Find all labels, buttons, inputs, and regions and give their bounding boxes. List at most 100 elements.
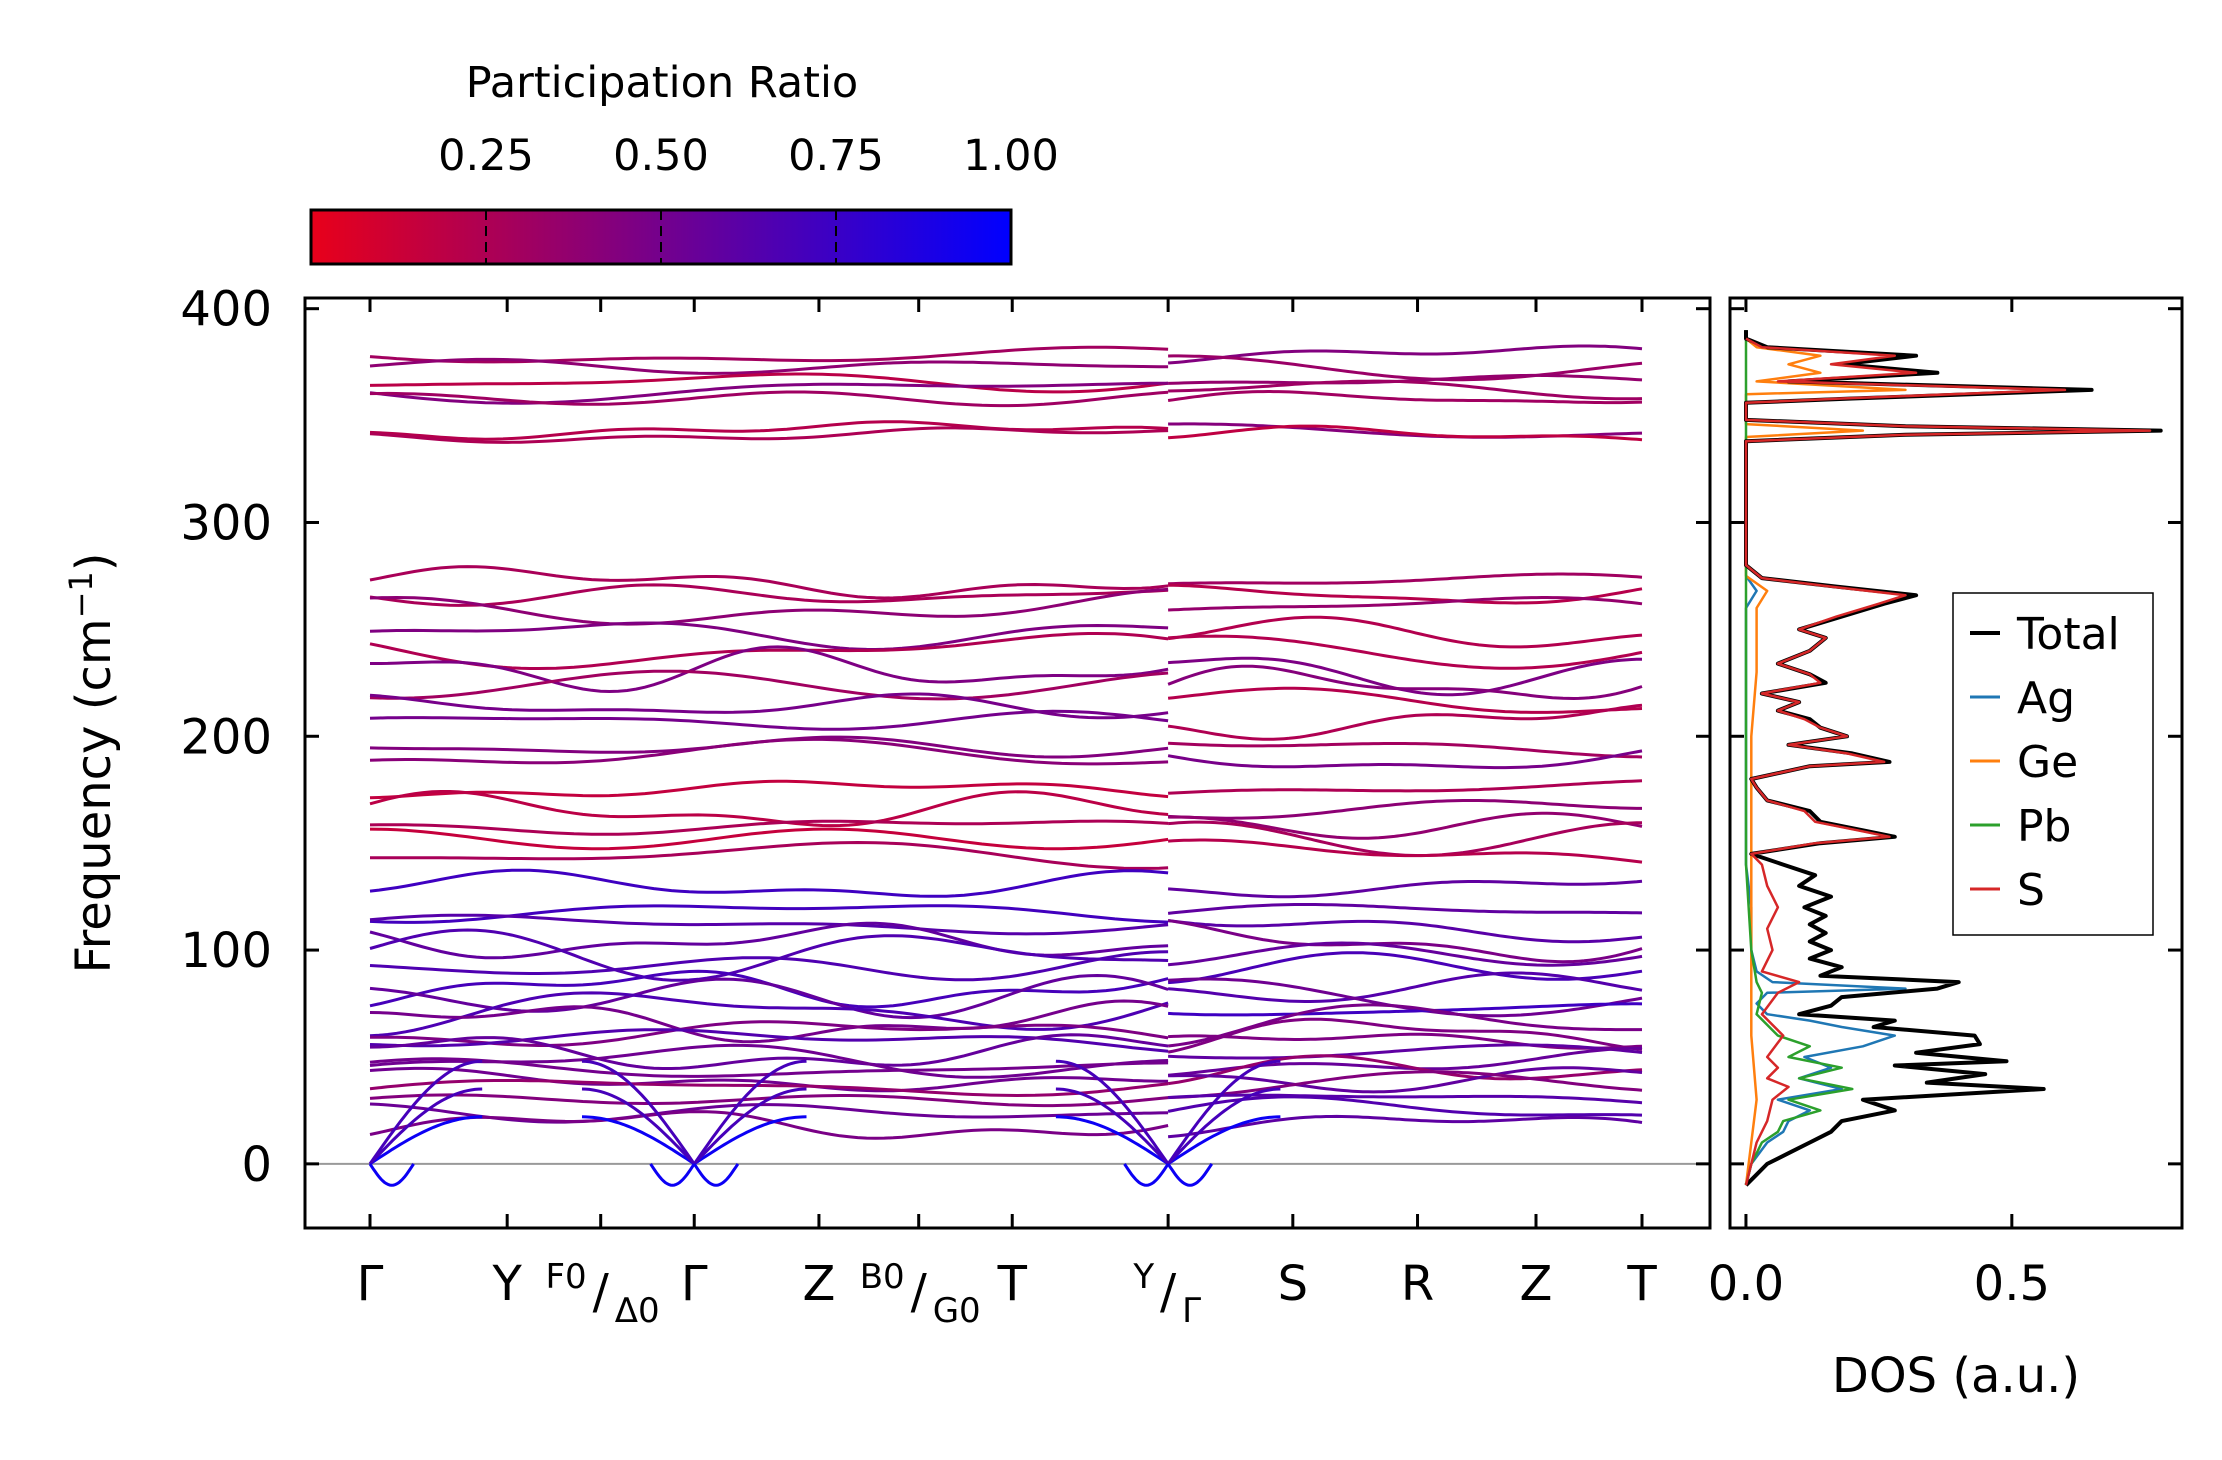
hs-point-label: R [1401, 1256, 1434, 1312]
phonon-band [369, 819, 1169, 836]
colorbar-ticks: 0.25 0.50 0.75 1.00 [438, 131, 1059, 264]
dos-line-pb [1744, 330, 1854, 1186]
dos-x-axis-title: DOS (a.u.) [1832, 1348, 2080, 1404]
y-axis-title-text: Frequency (cm [66, 618, 122, 973]
legend-label: Ge [2017, 737, 2078, 788]
acoustic-branch [368, 1087, 483, 1165]
y-tick-label: 0 [241, 1137, 272, 1193]
y-tick-label: 400 [180, 282, 272, 338]
phonon-band [369, 827, 1169, 851]
dos-panel: 0.0 0.5 DOS (a.u.) Total Ag Ge Pb S [1708, 296, 2184, 1404]
phonon-band [1167, 703, 1643, 741]
phonon-band [1168, 838, 1643, 864]
phonon-band [1168, 1070, 1643, 1100]
hs-point-label: Z [1520, 1256, 1553, 1312]
phonon-band [369, 587, 1169, 626]
imaginary-pocket [692, 1163, 740, 1187]
phonon-band [369, 790, 1169, 828]
acoustic-branch [693, 1115, 807, 1166]
legend-label: Ag [2017, 673, 2075, 724]
phonon-band [1168, 779, 1643, 795]
hs-point-top-label: B0 [860, 1257, 905, 1297]
phonon-band [1167, 615, 1643, 649]
dos-ticks: 0.0 0.5 [1708, 298, 2182, 1312]
colorbar: Participation Ratio 0.25 0.50 0.75 1.00 [309, 58, 1059, 266]
phonon-band [1168, 379, 1643, 401]
dos-frame [1728, 296, 2184, 1230]
phonon-band [369, 692, 1169, 720]
acoustic-branch [581, 1087, 696, 1165]
phonon-band [370, 840, 1169, 870]
acoustic-branch [368, 1059, 483, 1165]
phonon-band [1168, 1032, 1643, 1050]
hs-point-top-label: F0 [546, 1257, 587, 1297]
colorbar-tick-label: 1.00 [963, 131, 1059, 181]
phonon-band [1167, 634, 1643, 670]
hs-point-top-label: Y [1132, 1257, 1154, 1297]
phonon-band [369, 779, 1169, 800]
y-tick-label: 100 [180, 923, 272, 979]
colorbar-tick-label: 0.25 [438, 131, 534, 181]
colorbar-title: Participation Ratio [466, 58, 859, 108]
colorbar-tick-label: 0.50 [613, 131, 709, 181]
phonon-band [369, 1020, 1169, 1047]
hs-point-label: T [1626, 1256, 1657, 1312]
band-lines [305, 344, 1710, 1187]
y-tick-label: 200 [180, 709, 272, 765]
phonon-band [1168, 1002, 1643, 1017]
acoustic-branch [693, 1087, 807, 1165]
phonon-band [369, 390, 1169, 408]
phonon-band [369, 1033, 1169, 1070]
acoustic-branch [1167, 1087, 1281, 1165]
phonon-band [1167, 1054, 1643, 1086]
phonon-band [1167, 903, 1643, 915]
phonon-band [1168, 811, 1643, 840]
acoustic-branch [692, 1059, 807, 1165]
hs-point-slash: / [1160, 1264, 1177, 1320]
phonon-band [1168, 799, 1642, 820]
phonon-band [1168, 572, 1643, 586]
y-tick-label: 300 [180, 495, 272, 551]
phonon-band [369, 426, 1169, 444]
phonon-band [369, 372, 1169, 394]
phonon-band [1168, 1043, 1643, 1060]
phonon-band [1168, 1093, 1643, 1105]
phonon-band [369, 913, 1169, 936]
dos-x-tick-label: 0.5 [1974, 1256, 2050, 1312]
phonon-band [1168, 354, 1643, 382]
imaginary-pocket [649, 1163, 696, 1187]
phonon-band [369, 868, 1169, 898]
acoustic-branch [581, 1115, 696, 1166]
phonon-band [1167, 1017, 1643, 1054]
legend-label: S [2017, 865, 2045, 916]
hs-point-label: Γ [357, 1256, 384, 1312]
phonon-band [369, 621, 1169, 652]
phonon-band [1167, 919, 1643, 964]
phonon-band [369, 583, 1169, 607]
imaginary-pocket [1123, 1163, 1170, 1187]
legend-box [1952, 592, 2154, 936]
phonon-band [369, 1079, 1169, 1098]
dos-line-s [1744, 337, 2152, 1186]
hs-point-label: T [997, 1256, 1028, 1312]
phonon-band [369, 999, 1169, 1044]
phonon-band [369, 1066, 1169, 1093]
phonon-band [369, 991, 1169, 1038]
phonon-band [369, 345, 1169, 364]
phonon-band [369, 1110, 1169, 1140]
hs-point-bottom-label: Δ0 [615, 1291, 660, 1331]
y-axis-title-close: ) [66, 552, 122, 571]
hs-point-slash: / [593, 1264, 610, 1320]
hs-point-label: Y [492, 1256, 523, 1312]
phonon-band [1167, 664, 1643, 701]
acoustic-branch [1167, 1115, 1281, 1166]
dos-line-ge [1744, 337, 1907, 1186]
phonon-band [1167, 344, 1643, 365]
phonon-band [1167, 1095, 1643, 1117]
acoustic-branch [581, 1059, 696, 1165]
dos-legend: Total Ag Ge Pb S [1952, 592, 2154, 936]
acoustic-branch [1055, 1059, 1170, 1165]
